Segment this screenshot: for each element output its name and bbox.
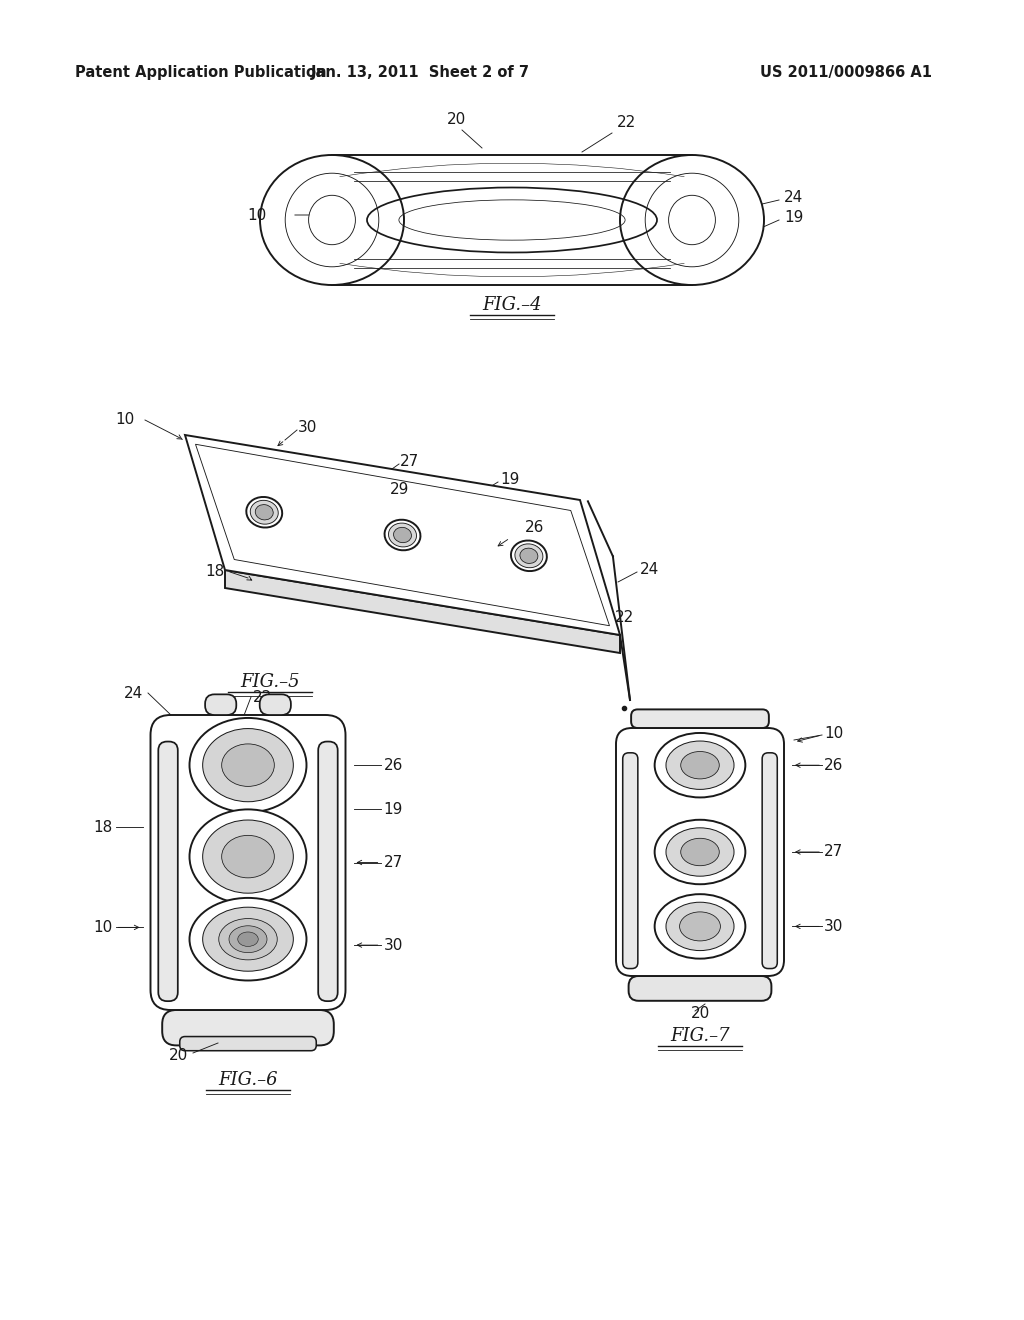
Ellipse shape [515,544,543,568]
FancyBboxPatch shape [616,729,784,975]
Ellipse shape [388,523,417,546]
Ellipse shape [666,741,734,789]
Ellipse shape [189,718,306,812]
Text: Patent Application Publication: Patent Application Publication [75,65,327,79]
FancyBboxPatch shape [631,709,769,729]
Text: 29: 29 [390,483,410,498]
Polygon shape [225,570,620,653]
Text: 10: 10 [824,726,843,741]
Text: FIG.–7: FIG.–7 [670,1027,730,1045]
FancyBboxPatch shape [180,1036,316,1051]
Ellipse shape [203,907,293,972]
Text: 24: 24 [124,685,143,701]
Ellipse shape [654,894,745,958]
Text: 10: 10 [248,207,267,223]
Text: 22: 22 [617,115,636,129]
Ellipse shape [654,820,745,884]
Ellipse shape [219,919,278,960]
FancyBboxPatch shape [162,1010,334,1045]
Text: 30: 30 [824,919,844,935]
Ellipse shape [255,504,273,520]
Ellipse shape [681,751,719,779]
Text: 24: 24 [784,190,803,206]
Text: 22: 22 [253,689,272,705]
Text: FIG.–5: FIG.–5 [241,673,300,690]
Ellipse shape [189,809,306,904]
Text: 22: 22 [615,610,634,626]
Ellipse shape [654,733,745,797]
Text: 30: 30 [298,420,317,434]
Text: 18: 18 [93,820,113,834]
FancyBboxPatch shape [318,742,338,1001]
Ellipse shape [680,912,721,941]
Text: 20: 20 [690,1006,710,1022]
Text: 19: 19 [384,801,402,817]
Text: 19: 19 [500,473,519,487]
FancyBboxPatch shape [623,752,638,969]
Text: 10: 10 [116,412,135,428]
Ellipse shape [238,932,258,946]
FancyBboxPatch shape [205,694,237,715]
Ellipse shape [393,528,412,543]
Text: 30: 30 [384,937,402,953]
Ellipse shape [229,925,267,953]
Polygon shape [185,436,620,635]
Text: FIG.–6: FIG.–6 [218,1071,278,1089]
Text: 26: 26 [824,758,844,772]
Text: 20: 20 [447,112,467,127]
Ellipse shape [221,836,274,878]
Ellipse shape [221,744,274,787]
Text: 19: 19 [784,210,804,226]
Ellipse shape [203,729,293,801]
FancyBboxPatch shape [629,975,771,1001]
Text: 18: 18 [206,565,225,579]
Text: 26: 26 [525,520,545,536]
Ellipse shape [260,154,404,285]
Text: 27: 27 [400,454,419,470]
Ellipse shape [247,496,283,528]
Text: 10: 10 [93,920,113,935]
Text: 24: 24 [640,562,659,578]
Text: 20: 20 [169,1048,188,1063]
Ellipse shape [203,820,293,894]
Bar [332,154,692,285]
Ellipse shape [385,520,421,550]
FancyBboxPatch shape [762,752,777,969]
FancyBboxPatch shape [151,715,345,1010]
Ellipse shape [666,903,734,950]
Text: US 2011/0009866 A1: US 2011/0009866 A1 [760,65,932,79]
Ellipse shape [520,548,538,564]
Text: 26: 26 [384,758,402,772]
Text: FIG.–4: FIG.–4 [482,296,542,314]
Ellipse shape [308,195,355,244]
Ellipse shape [666,828,734,876]
Text: 27: 27 [824,845,843,859]
FancyBboxPatch shape [260,694,291,715]
Ellipse shape [620,154,764,285]
Ellipse shape [250,500,279,524]
Ellipse shape [669,195,716,244]
Ellipse shape [511,540,547,572]
Text: Jan. 13, 2011  Sheet 2 of 7: Jan. 13, 2011 Sheet 2 of 7 [310,65,529,79]
FancyBboxPatch shape [159,742,178,1001]
Text: 27: 27 [384,855,402,870]
Ellipse shape [681,838,719,866]
Ellipse shape [189,898,306,981]
